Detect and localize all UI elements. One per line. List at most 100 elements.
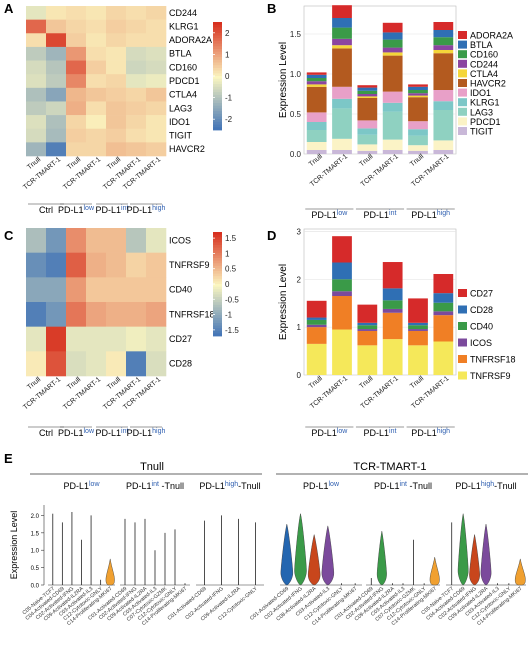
bar-segment-pdcd1 — [357, 144, 378, 151]
heatmap-cell — [86, 19, 107, 34]
subpanel-title-suffix: -Tnull — [407, 481, 432, 491]
bar-segment-cd244 — [306, 81, 327, 85]
heatmap-cell — [146, 351, 167, 377]
legend-color-step — [213, 86, 222, 90]
heatmap-cell — [106, 142, 127, 157]
group-label-base: PD-L1 — [58, 205, 84, 215]
row-label-havcr2: HAVCR2 — [169, 144, 205, 154]
heatmap-cell — [86, 142, 107, 157]
legend-swatch — [458, 305, 467, 314]
heatmap-cell — [106, 33, 127, 48]
legend-color-step — [213, 65, 222, 69]
bar-segment-havcr2 — [433, 53, 454, 90]
heatmap-cell — [86, 101, 107, 116]
bar-segment-cd40 — [433, 302, 454, 312]
bar-segment-havcr2 — [332, 48, 352, 87]
group-label-sup: high — [152, 205, 165, 212]
bar-segment-tigit — [433, 150, 454, 154]
legend-swatch — [458, 322, 467, 330]
legend-label-pdcd1: PDCD1 — [470, 117, 501, 127]
heatmap-cell — [146, 302, 167, 327]
legend-color-step — [213, 302, 222, 306]
heatmap-cell — [66, 128, 87, 143]
bar-segment-icos — [332, 291, 352, 297]
bar-segment-adora2a — [433, 22, 454, 30]
bar-segment-lag3 — [433, 110, 454, 141]
bar-segment-cd244 — [408, 93, 428, 96]
heatmap-cell — [146, 142, 167, 157]
subpanel-title-base: PD-L1 — [63, 481, 89, 491]
group-label-base: PD-L1 — [411, 210, 437, 220]
bar-segment-cd28 — [306, 317, 327, 320]
subpanel-title-sup: high — [225, 481, 238, 488]
heatmap-cell — [26, 6, 47, 20]
bar-segment-klrg1 — [332, 98, 352, 109]
group-label-base: PD-L1 — [127, 428, 153, 438]
heatmap-cell — [106, 74, 127, 89]
violin-shape — [469, 534, 480, 586]
heatmap-cell — [106, 87, 127, 102]
legend-label-tnfrsf18: TNFRSF18 — [470, 355, 516, 365]
bar-segment-klrg1 — [357, 128, 378, 135]
heatmap-cell — [86, 115, 107, 130]
legend-color-step — [213, 333, 222, 337]
row-label-tigit: TIGIT — [169, 131, 192, 141]
legend-color-step — [213, 276, 222, 280]
legend-swatch — [458, 338, 467, 347]
y-tick-label: 3 — [297, 227, 302, 236]
row-label-adora2a: ADORA2A — [169, 35, 212, 45]
bar-segment-ido1 — [306, 112, 327, 122]
y-tick-label: 1 — [297, 323, 302, 332]
heatmap-cell — [86, 6, 107, 20]
row-label-ido1: IDO1 — [169, 117, 190, 127]
bar-segment-tigit — [408, 150, 428, 154]
bar-segment-cd160 — [433, 37, 454, 46]
legend-tick-label: -1 — [225, 94, 233, 103]
legend-swatch — [458, 69, 467, 78]
subpanel-title-base: PD-L1 — [374, 481, 400, 491]
group-label-base: PD-L1 — [411, 428, 437, 438]
heatmap-cell — [126, 351, 147, 377]
column-label: Tnull — [66, 156, 82, 171]
bar-segment-cd40 — [382, 300, 403, 309]
heatmap-cell — [26, 128, 47, 143]
y-tick-label: 1.5 — [31, 531, 40, 537]
legend-label-tnfrsf9: TNFRSF9 — [470, 371, 511, 381]
row-label-cd244: CD244 — [169, 8, 197, 18]
heatmap-cell — [126, 302, 147, 327]
bar-segment-tnfrsf18 — [382, 312, 403, 340]
legend-color-step — [213, 281, 222, 285]
heatmap-cell — [146, 115, 167, 130]
heatmap-cell — [66, 19, 87, 34]
heatmap-cell — [106, 115, 127, 130]
group-label-sup: high — [437, 210, 450, 217]
bar-segment-adora2a — [382, 22, 403, 33]
category-label: Tnull — [358, 153, 374, 168]
heatmap-cell — [146, 326, 167, 352]
heatmap-cell — [26, 302, 47, 327]
bar-segment-tnfrsf18 — [306, 327, 327, 344]
heatmap-cell — [126, 87, 147, 102]
legend-color-step — [213, 304, 222, 308]
subpanel-title: PD-L1high-Tnull — [455, 481, 516, 491]
subpanel-title-sup: high — [481, 481, 494, 488]
legend-color-step — [213, 268, 222, 272]
heatmap-cell — [146, 33, 167, 48]
legend-label-tigit: TIGIT — [470, 127, 493, 137]
legend-color-step — [213, 92, 222, 96]
legend-label-cd40: CD40 — [470, 322, 493, 332]
bar-segment-adora2a — [306, 72, 327, 75]
heatmap-cell — [66, 252, 87, 278]
heatmap-cell — [26, 46, 47, 61]
legend-color-step — [213, 255, 222, 259]
bar-segment-ido1 — [433, 90, 454, 102]
bar-segment-tnfrsf9 — [408, 345, 428, 375]
heatmap-cell — [86, 302, 107, 327]
subpanel-title-base: PD-L1 — [303, 481, 329, 491]
heatmap-cell — [66, 228, 87, 253]
legend-swatch — [458, 79, 467, 87]
heatmap-cell — [46, 74, 67, 89]
heatmap-cell — [86, 74, 107, 89]
